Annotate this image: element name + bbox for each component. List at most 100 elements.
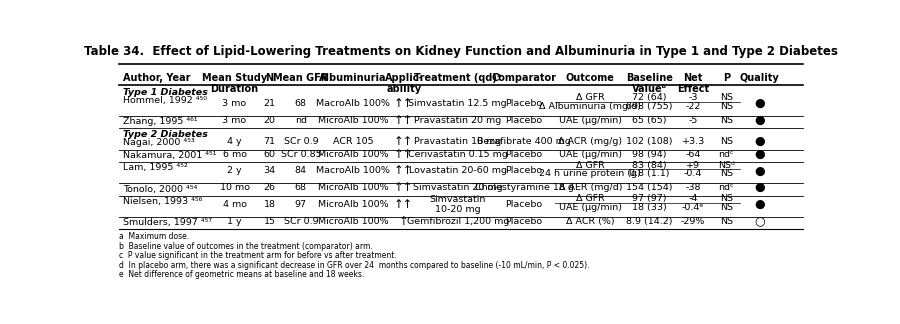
Text: MacroAlb 100%: MacroAlb 100%: [316, 167, 390, 176]
Text: ●: ●: [754, 114, 765, 127]
Text: Nagai, 2000 ⁴⁵³: Nagai, 2000 ⁴⁵³: [123, 138, 194, 147]
Text: 10 mo: 10 mo: [220, 183, 249, 192]
Text: Nakamura, 2001 ⁴⁵¹: Nakamura, 2001 ⁴⁵¹: [123, 151, 217, 160]
Text: Lovastatin 20-60 mg: Lovastatin 20-60 mg: [409, 167, 507, 176]
Text: c  P value significant in the treatment arm for before vs after treatment.: c P value significant in the treatment a…: [120, 251, 397, 260]
Text: Hommel, 1992 ⁴⁵⁰: Hommel, 1992 ⁴⁵⁰: [123, 96, 207, 105]
Text: 83 (84): 83 (84): [633, 161, 667, 170]
Text: Albuminuria: Albuminuria: [320, 73, 387, 83]
Text: Simvastatin
10-20 mg: Simvastatin 10-20 mg: [429, 195, 486, 214]
Text: Δ AER (mg/d): Δ AER (mg/d): [559, 183, 622, 192]
Text: Δ ACR (%): Δ ACR (%): [566, 217, 615, 226]
Text: ndᶜ: ndᶜ: [718, 150, 734, 159]
Text: 154 (154): 154 (154): [626, 183, 673, 192]
Text: ●: ●: [754, 198, 765, 211]
Text: e  Net difference of geometric means at baseline and 18 weeks.: e Net difference of geometric means at b…: [120, 271, 364, 279]
Text: ●: ●: [754, 165, 765, 178]
Text: 18 (33): 18 (33): [632, 203, 667, 212]
Text: -5: -5: [688, 116, 698, 125]
Text: Table 34.  Effect of Lipid-Lowering Treatments on Kidney Function and Albuminuri: Table 34. Effect of Lipid-Lowering Treat…: [85, 45, 838, 58]
Text: MicroAlb 100%: MicroAlb 100%: [318, 217, 389, 226]
Text: Simvastatin 20 mg: Simvastatin 20 mg: [413, 183, 502, 192]
Text: Placebo: Placebo: [506, 167, 543, 176]
Text: ↑↑: ↑↑: [394, 114, 413, 127]
Text: 0.8 (1.1): 0.8 (1.1): [629, 169, 670, 178]
Text: NS: NS: [720, 93, 733, 102]
Text: 2 y: 2 y: [227, 167, 242, 176]
Text: 97: 97: [295, 200, 307, 209]
Text: NS: NS: [720, 116, 733, 125]
Text: Mean GFR: Mean GFR: [274, 73, 328, 83]
Text: 698 (755): 698 (755): [626, 102, 673, 111]
Text: 68: 68: [295, 183, 307, 192]
Text: Type 1 Diabetes: Type 1 Diabetes: [123, 88, 208, 97]
Text: MicroAlb 100%: MicroAlb 100%: [318, 183, 389, 192]
Text: Type 2 Diabetes: Type 2 Diabetes: [123, 130, 208, 139]
Text: 60: 60: [264, 150, 275, 159]
Text: N: N: [266, 73, 274, 83]
Text: 24 h urine protein (g): 24 h urine protein (g): [539, 169, 641, 178]
Text: 18: 18: [264, 200, 275, 209]
Text: ↑↑: ↑↑: [394, 135, 413, 148]
Text: Zhang, 1995 ⁴⁶¹: Zhang, 1995 ⁴⁶¹: [123, 117, 198, 126]
Text: Comparator: Comparator: [491, 73, 556, 83]
Text: 97 (97): 97 (97): [633, 194, 667, 203]
Text: +3.3: +3.3: [681, 137, 705, 146]
Text: Smulders, 1997 ⁴⁵⁷: Smulders, 1997 ⁴⁵⁷: [123, 218, 212, 227]
Text: ●: ●: [754, 181, 765, 194]
Text: Nielsen, 1993 ⁴⁵⁶: Nielsen, 1993 ⁴⁵⁶: [123, 197, 202, 206]
Text: 34: 34: [264, 167, 275, 176]
Text: NS: NS: [720, 217, 733, 226]
Text: 71: 71: [264, 137, 275, 146]
Text: 65 (65): 65 (65): [633, 116, 667, 125]
Text: Quality: Quality: [740, 73, 779, 83]
Text: MicroAlb 100%: MicroAlb 100%: [318, 150, 389, 159]
Text: SCr 0.85: SCr 0.85: [281, 150, 321, 159]
Text: -22: -22: [686, 102, 701, 111]
Text: Pravastatin 10 mg: Pravastatin 10 mg: [414, 137, 501, 146]
Text: Δ GFR: Δ GFR: [576, 161, 605, 170]
Text: Placebo: Placebo: [506, 99, 543, 108]
Text: Δ ACR (mg/g): Δ ACR (mg/g): [558, 137, 623, 146]
Text: Gemfibrozil 1,200 mg: Gemfibrozil 1,200 mg: [407, 217, 509, 226]
Text: 68: 68: [295, 99, 307, 108]
Text: +9: +9: [686, 161, 700, 170]
Text: Net
Effect: Net Effect: [677, 73, 709, 94]
Text: 1 y: 1 y: [227, 217, 242, 226]
Text: -38: -38: [686, 183, 701, 192]
Text: d  In placebo arm, there was a significant decrease in GFR over 24  months compa: d In placebo arm, there was a significan…: [120, 261, 590, 270]
Text: -3: -3: [688, 93, 698, 102]
Text: ●: ●: [754, 135, 765, 148]
Text: Baseline
Valueᵇ: Baseline Valueᵇ: [626, 73, 673, 94]
Text: ACR 105: ACR 105: [333, 137, 374, 146]
Text: ↑↑: ↑↑: [394, 165, 413, 178]
Text: UAE (µg/min): UAE (µg/min): [559, 203, 622, 212]
Text: ↑↑: ↑↑: [394, 181, 413, 194]
Text: MicroAlb 100%: MicroAlb 100%: [318, 200, 389, 209]
Text: -64: -64: [686, 150, 701, 159]
Text: NS: NS: [720, 102, 733, 111]
Text: MacroAlb 100%: MacroAlb 100%: [316, 99, 390, 108]
Text: UAE (µg/min): UAE (µg/min): [559, 150, 622, 159]
Text: Applic-
ability: Applic- ability: [384, 73, 423, 94]
Text: 4 mo: 4 mo: [222, 200, 247, 209]
Text: Author, Year: Author, Year: [123, 73, 191, 83]
Text: Pravastatin 20 mg: Pravastatin 20 mg: [414, 116, 501, 125]
Text: b  Baseline value of outcomes in the treatment (comparator) arm.: b Baseline value of outcomes in the trea…: [120, 242, 374, 251]
Text: NS: NS: [720, 203, 733, 212]
Text: a  Maximum dose.: a Maximum dose.: [120, 233, 190, 241]
Text: Tonolo, 2000 ⁴⁵⁴: Tonolo, 2000 ⁴⁵⁴: [123, 185, 197, 193]
Text: MicroAlb 100%: MicroAlb 100%: [318, 116, 389, 125]
Text: NS: NS: [720, 137, 733, 146]
Text: 98 (94): 98 (94): [633, 150, 667, 159]
Text: 6 mo: 6 mo: [222, 150, 247, 159]
Text: 84: 84: [295, 167, 307, 176]
Text: 15: 15: [264, 217, 275, 226]
Text: ↑: ↑: [399, 215, 409, 228]
Text: Bezafibrate 400 mg: Bezafibrate 400 mg: [477, 137, 571, 146]
Text: Δ GFR: Δ GFR: [576, 93, 605, 102]
Text: ↑↑: ↑↑: [394, 198, 413, 211]
Text: ndᶜ: ndᶜ: [718, 183, 734, 192]
Text: P: P: [723, 73, 730, 83]
Text: 3 mo: 3 mo: [222, 116, 247, 125]
